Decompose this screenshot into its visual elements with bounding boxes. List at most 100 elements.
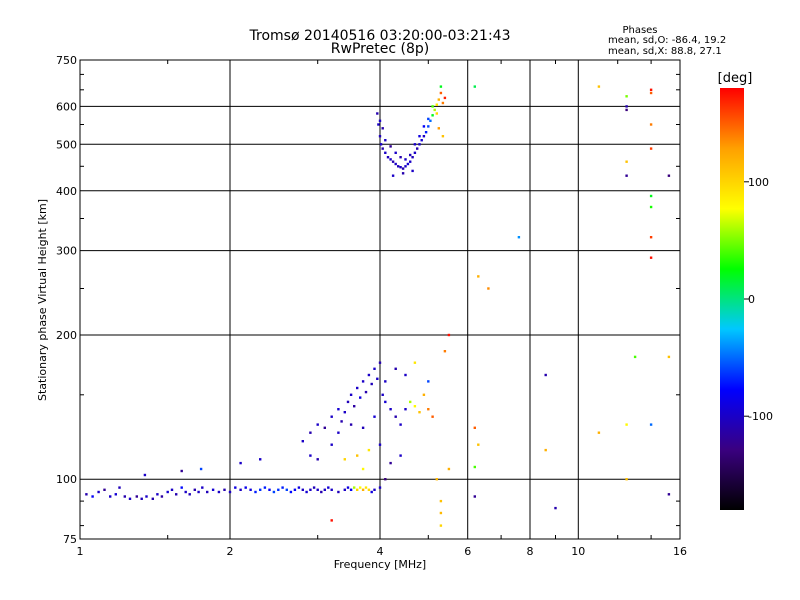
data-point	[356, 454, 359, 457]
data-point	[330, 415, 333, 418]
data-point	[409, 160, 412, 163]
data-point	[384, 478, 387, 481]
data-point	[373, 415, 376, 418]
data-point	[399, 454, 402, 457]
data-point	[554, 506, 557, 510]
data-point	[667, 355, 671, 359]
data-point	[381, 147, 384, 150]
data-point	[367, 373, 371, 377]
data-point	[285, 488, 288, 491]
data-point	[156, 493, 159, 496]
data-point	[188, 493, 191, 496]
data-point	[166, 490, 169, 494]
data-point	[340, 420, 343, 423]
data-point	[353, 405, 356, 408]
data-point	[447, 333, 451, 337]
data-point	[343, 488, 346, 491]
data-point	[370, 382, 373, 386]
data-point	[175, 493, 178, 496]
data-point	[361, 488, 365, 491]
data-point	[217, 490, 221, 494]
phase-mean-x: mean, sd,X: 88.8, 27.1	[608, 46, 722, 57]
data-point	[376, 112, 379, 115]
data-point	[427, 117, 430, 121]
data-point	[649, 236, 653, 239]
data-point	[309, 431, 312, 434]
data-point	[625, 423, 628, 426]
data-point	[259, 488, 262, 491]
x-tick-label: 2	[227, 545, 234, 558]
y-tick-label: 200	[56, 329, 77, 342]
plot-frame	[79, 59, 681, 540]
data-point	[649, 194, 653, 198]
data-point	[424, 131, 428, 134]
data-point	[343, 458, 346, 461]
x-axis-label: Frequency [MHz]	[334, 558, 426, 571]
data-point	[473, 426, 476, 429]
data-point	[418, 411, 421, 414]
data-point	[378, 443, 382, 446]
chart-subtitle: RwPretec (8p)	[331, 41, 429, 57]
data-point	[441, 101, 445, 105]
data-point	[259, 458, 262, 461]
data-point	[359, 396, 362, 399]
data-point	[443, 350, 447, 353]
data-point	[301, 488, 304, 491]
data-point	[418, 143, 421, 146]
data-point	[435, 478, 438, 481]
data-point	[394, 367, 397, 370]
data-point	[649, 88, 653, 91]
data-point	[118, 486, 121, 489]
data-point	[330, 519, 333, 522]
data-point	[437, 98, 440, 101]
data-point	[433, 108, 436, 112]
data-point	[409, 400, 412, 404]
data-point	[289, 490, 293, 494]
data-point	[416, 147, 419, 150]
data-point	[441, 135, 445, 138]
data-point	[309, 488, 312, 491]
data-point	[277, 488, 280, 491]
data-point	[254, 490, 257, 494]
data-point	[123, 495, 126, 498]
data-point	[239, 488, 242, 491]
data-point	[420, 139, 423, 142]
data-point	[364, 390, 368, 394]
data-point	[411, 169, 414, 173]
data-point	[320, 490, 323, 494]
data-point	[361, 467, 365, 471]
data-point	[330, 488, 333, 491]
colorbar	[720, 88, 744, 510]
data-point	[413, 143, 417, 146]
data-point	[435, 103, 438, 106]
data-point	[197, 490, 200, 494]
data-point	[649, 423, 653, 426]
data-point	[443, 96, 447, 100]
colorbar-tick-label: 100	[748, 176, 769, 189]
colorbar-tick-label: -100	[748, 410, 773, 423]
data-point	[649, 91, 653, 95]
data-point	[477, 443, 480, 446]
data-point	[206, 490, 209, 494]
data-point	[597, 85, 601, 88]
data-point	[244, 486, 247, 489]
data-point	[384, 151, 387, 154]
data-point	[391, 174, 395, 177]
data-point	[389, 461, 392, 465]
data-point	[649, 123, 653, 126]
data-point	[135, 495, 138, 498]
data-point	[439, 511, 443, 515]
data-point	[413, 151, 417, 154]
data-point	[85, 493, 88, 496]
data-point	[649, 256, 653, 259]
data-point	[429, 119, 432, 122]
data-point	[109, 495, 112, 498]
colorbar-tick-label: 0	[748, 293, 755, 306]
data-point	[401, 167, 405, 170]
data-point	[394, 415, 397, 418]
y-tick-label: 300	[56, 245, 77, 258]
data-point	[411, 156, 414, 159]
data-point	[649, 205, 653, 209]
data-point	[378, 135, 382, 138]
data-point	[228, 490, 232, 494]
